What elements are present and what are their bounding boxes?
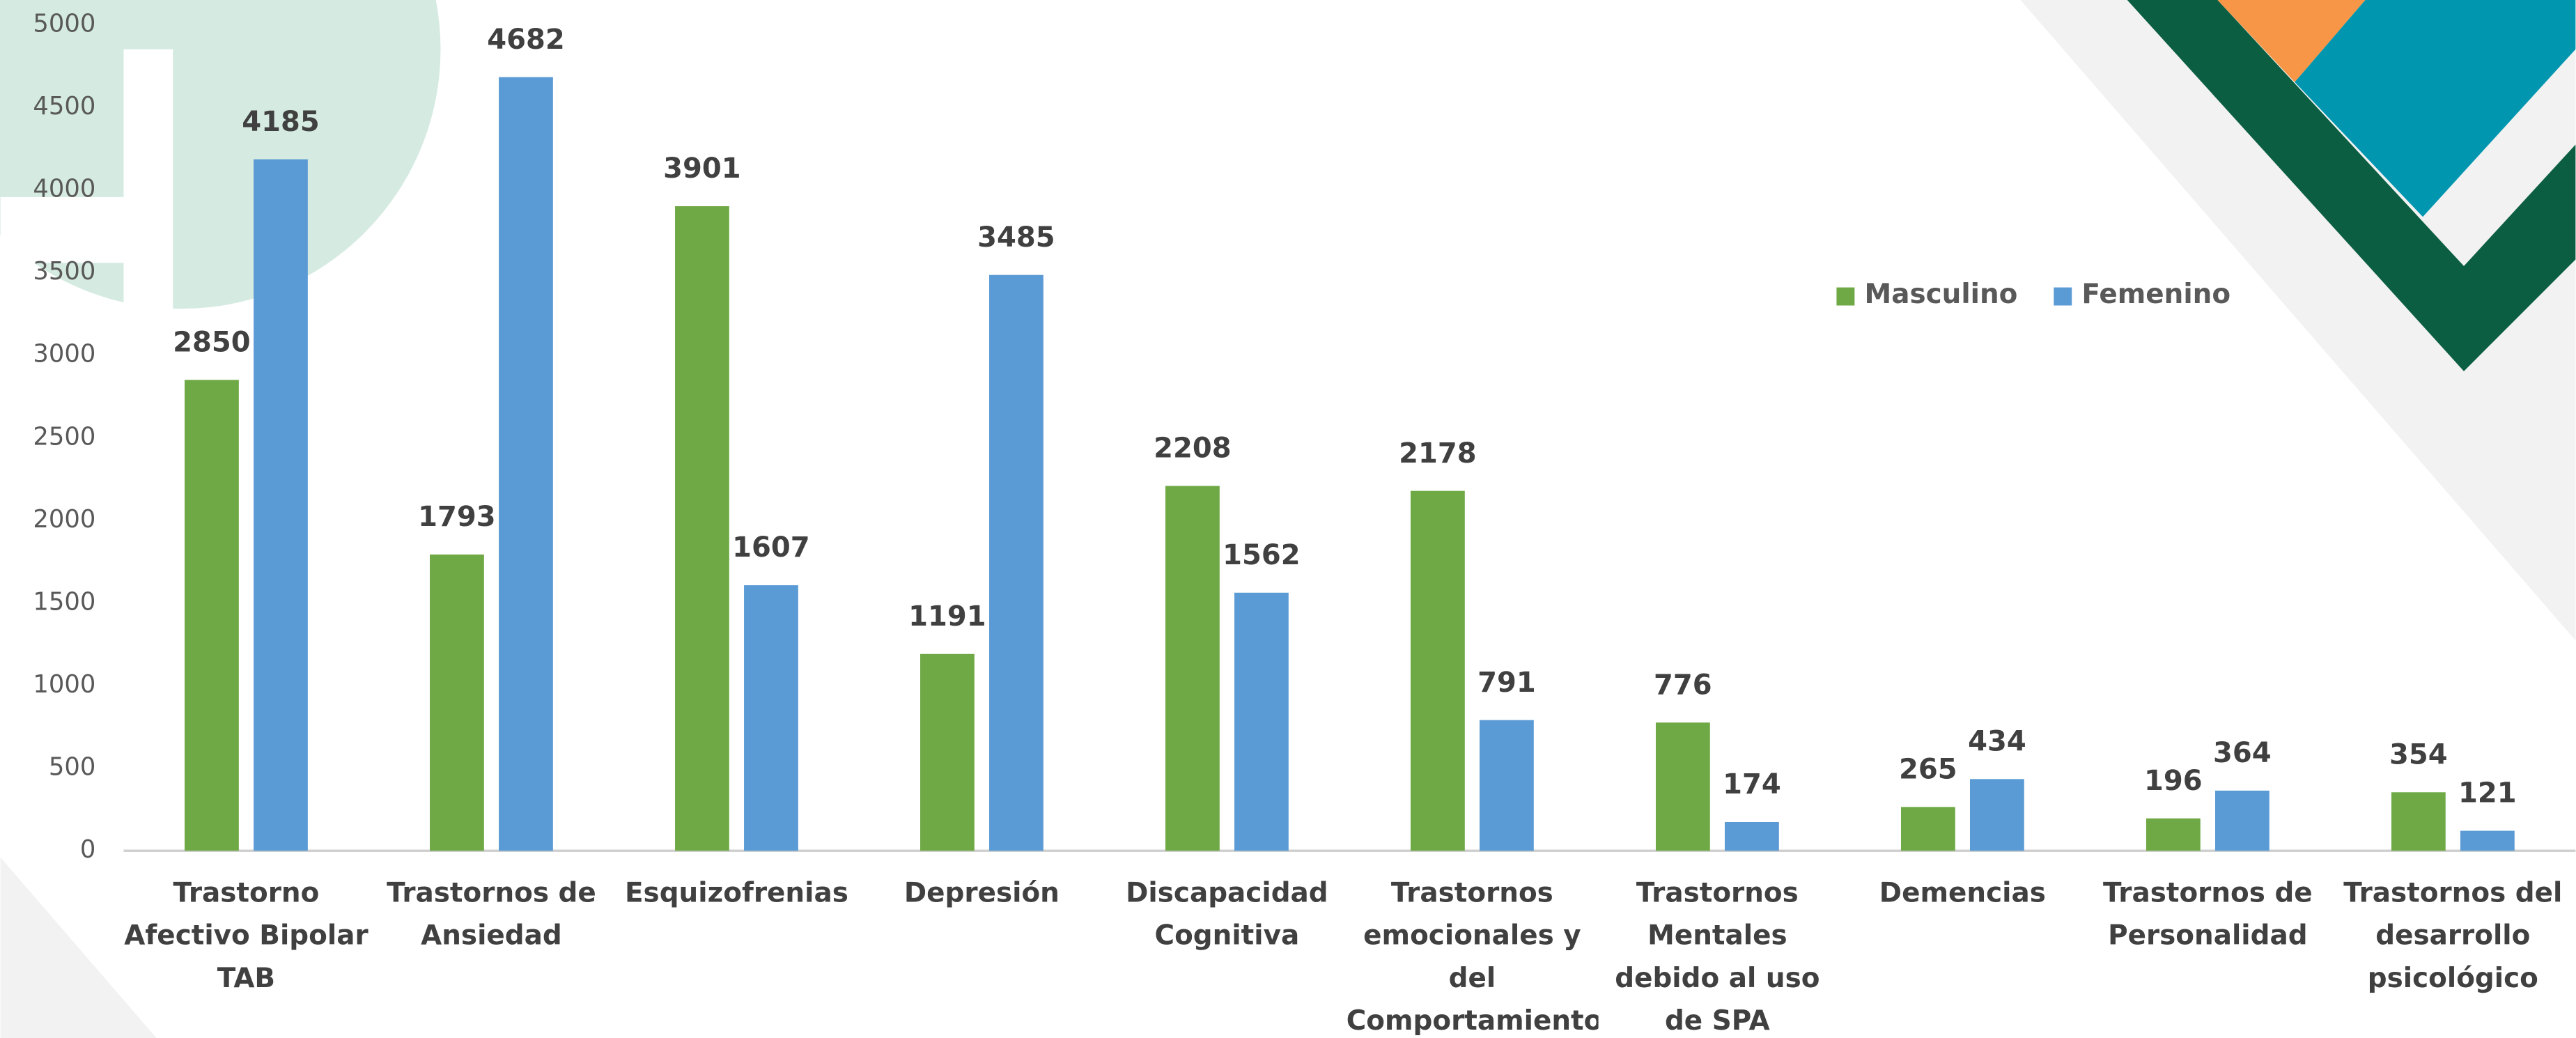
- legend-label: Femenino: [2081, 279, 2230, 310]
- value-label: 3485: [977, 222, 1055, 254]
- x-tick-label-box: Trastorno Afectivo Bipolar TAB: [124, 876, 368, 994]
- value-label: 174: [1723, 768, 1781, 800]
- bar: [2146, 818, 2201, 851]
- x-tick-label: Trastornos emocionales y del Comportamie…: [1346, 876, 1599, 1037]
- x-tick-label: Trastornos de Personalidad: [2102, 876, 2313, 952]
- y-tick-label: 2500: [33, 422, 95, 451]
- value-label: 1562: [1223, 539, 1301, 571]
- x-tick-label: Demencias: [1879, 876, 2046, 908]
- bar: [2391, 792, 2446, 851]
- value-label: 265: [1899, 754, 1957, 786]
- x-tick-label: Discapacidad Cognitiva: [1126, 876, 1328, 952]
- bar: [920, 653, 975, 851]
- x-tick-label: Esquizofrenias: [624, 876, 848, 908]
- legend-label: Masculino: [1865, 279, 2018, 310]
- value-label: 434: [1968, 725, 2026, 757]
- bar: [1234, 592, 1289, 851]
- bar: [2214, 790, 2269, 851]
- bar: [1725, 821, 1779, 851]
- y-tick-label: 1000: [33, 670, 95, 699]
- legend-swatch: [2054, 287, 2072, 306]
- x-tick-label-box: Depresión: [903, 876, 1060, 908]
- y-tick-label: 500: [49, 753, 96, 782]
- value-label: 121: [2458, 777, 2517, 810]
- y-tick-label: 3500: [33, 257, 95, 286]
- value-label: 4185: [242, 106, 320, 138]
- value-label: 791: [1477, 667, 1536, 699]
- bar: [1165, 486, 1220, 851]
- x-tick-label: Trastornos de Ansiedad: [387, 876, 596, 952]
- x-tick-label: Depresión: [903, 876, 1060, 908]
- bar: [1900, 807, 1955, 851]
- value-label: 1191: [908, 601, 986, 633]
- bar: [744, 585, 798, 851]
- x-tick-label: Trastornos del desarrollo psicológico: [2343, 876, 2563, 994]
- x-tick-label-box: Demencias: [1879, 876, 2046, 908]
- x-tick-label-box: Trastornos Mentales debido al uso de SPA: [1615, 876, 1820, 1037]
- x-tick-label-box: Trastornos del desarrollo psicológico: [2343, 876, 2563, 994]
- value-label: 364: [2213, 737, 2272, 769]
- bar: [254, 159, 308, 851]
- x-tick-label: Trastorno Afectivo Bipolar TAB: [124, 876, 368, 994]
- value-label: 196: [2144, 765, 2203, 797]
- x-tick-label: Trastornos Mentales debido al uso de SPA: [1615, 876, 1820, 1037]
- value-label: 2850: [173, 326, 251, 358]
- legend-swatch: [1836, 287, 1855, 306]
- value-label: 776: [1654, 669, 1712, 701]
- y-tick-label: 3000: [33, 340, 95, 369]
- bar: [1480, 720, 1534, 851]
- x-tick-label-box: Discapacidad Cognitiva: [1126, 876, 1328, 952]
- y-tick-label: 0: [80, 835, 95, 864]
- value-label: 3901: [663, 153, 741, 185]
- value-label: 2178: [1399, 437, 1477, 470]
- value-label: 1607: [732, 532, 810, 564]
- y-tick-label: 5000: [33, 9, 95, 38]
- x-tick-label-box: Trastornos emocionales y del Comportamie…: [1346, 876, 1599, 1037]
- bar: [2460, 830, 2515, 851]
- y-tick-label: 1500: [33, 587, 95, 616]
- bar: [430, 554, 484, 851]
- x-tick-label-box: Trastornos de Ansiedad: [387, 876, 596, 952]
- bar: [185, 380, 239, 851]
- y-tick-label: 2000: [33, 505, 95, 534]
- bar: [1655, 722, 1710, 851]
- value-label: 354: [2389, 738, 2448, 770]
- bar: [499, 77, 553, 851]
- x-tick-label-box: Trastornos de Personalidad: [2102, 876, 2313, 952]
- bar: [1969, 779, 2024, 851]
- bar: [675, 206, 729, 851]
- y-tick-label: 4500: [33, 92, 95, 121]
- value-label: 4682: [487, 24, 565, 56]
- x-tick-label-box: Esquizofrenias: [624, 876, 848, 908]
- value-label: 2208: [1154, 433, 1232, 465]
- value-label: 1793: [418, 501, 496, 533]
- bar: [989, 274, 1043, 851]
- y-tick-label: 4000: [33, 175, 95, 203]
- bar: [1410, 490, 1465, 851]
